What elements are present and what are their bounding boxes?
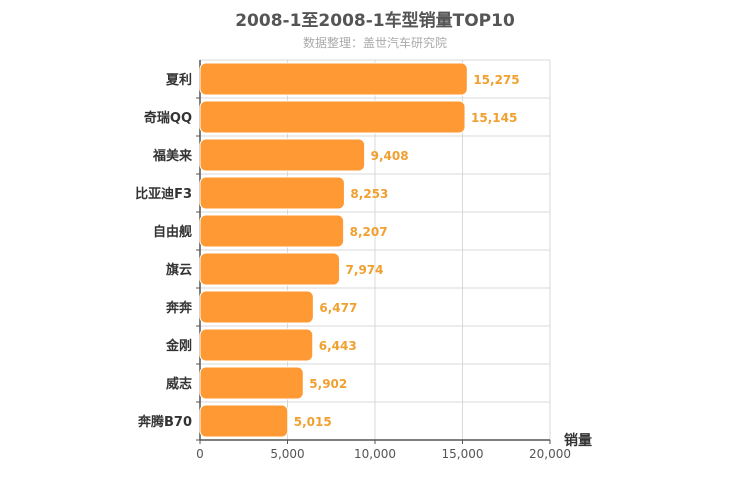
bar [199,328,314,362]
category-label: 福美来 [152,148,193,164]
category-label: 奔奔 [165,300,193,316]
bar-value-label: 6,477 [319,301,357,315]
chart-title: 2008-1至2008-1车型销量TOP10 [235,11,515,31]
category-label: 金刚 [165,338,192,354]
bar-value-label: 5,015 [294,415,332,429]
category-label: 奔腾B70 [137,414,192,430]
bar-value-label: 5,902 [309,377,347,391]
x-axis-title: 销量 [564,432,592,449]
bar [199,138,366,172]
category-label: 旗云 [166,262,192,278]
bar [199,252,341,286]
bar-value-label: 7,974 [346,263,384,277]
bar [199,62,468,96]
bar [199,404,289,438]
category-label: 奇瑞QQ [144,110,192,126]
bar [199,176,345,210]
bar [199,214,345,248]
bar [199,290,314,324]
x-tick-label: 20,000 [529,447,571,461]
chart-subtitle: 数据整理：盖世汽车研究院 [302,36,447,50]
category-label: 自由舰 [153,224,192,240]
x-tick-label: 10,000 [354,447,396,461]
x-tick-label: 15,000 [442,447,484,461]
bar [199,366,304,400]
bar-value-label: 8,253 [350,187,388,201]
bar-value-label: 6,443 [319,339,357,353]
category-label: 夏利 [165,72,192,88]
bar-value-label: 15,145 [471,111,517,125]
category-label: 比亚迪F3 [135,186,192,202]
x-tick-label: 5,000 [270,447,304,461]
bar-value-label: 8,207 [350,225,388,239]
bar [199,100,466,134]
x-tick-label: 0 [196,447,204,461]
bar-value-label: 9,408 [371,149,409,163]
bar-value-label: 15,275 [473,73,519,87]
category-label: 威志 [166,376,192,392]
